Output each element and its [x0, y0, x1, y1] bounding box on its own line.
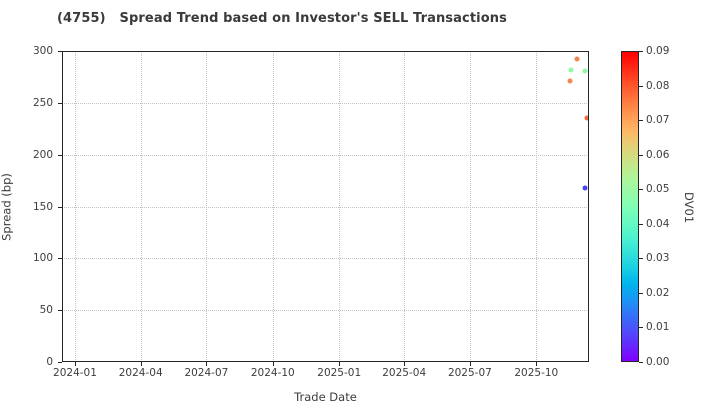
data-point — [574, 56, 580, 62]
x-tick-label: 2025-10 — [514, 367, 559, 379]
x-tick-label: 2024-10 — [250, 367, 295, 379]
x-axis-tick — [469, 362, 471, 366]
x-axis-tick — [206, 362, 208, 366]
colorbar-tick-label: 0.00 — [646, 356, 670, 368]
colorbar-tick-label: 0.09 — [646, 45, 670, 57]
data-point — [584, 115, 589, 121]
colorbar-tick — [639, 362, 643, 363]
x-axis-tick — [272, 362, 274, 366]
y-tick-label: 150 — [32, 200, 53, 213]
x-axis-tick — [536, 362, 538, 366]
x-axis-tick — [404, 362, 406, 366]
data-point — [568, 67, 574, 73]
colorbar — [621, 51, 639, 362]
y-axis-tick — [58, 206, 62, 208]
data-point — [567, 78, 572, 84]
colorbar-tick-label: 0.06 — [646, 148, 670, 161]
colorbar-tick — [639, 85, 643, 87]
y-tick-label: 0 — [46, 356, 53, 368]
y-axis-label: Spread (bp) — [0, 173, 14, 241]
data-point — [582, 68, 588, 74]
y-axis-tick — [58, 258, 62, 260]
y-tick-label: 200 — [32, 148, 53, 161]
x-tick-label: 2024-01 — [53, 367, 97, 379]
x-axis-tick — [74, 362, 76, 366]
x-tick-label: 2024-04 — [118, 367, 163, 379]
x-tick-label: 2024-07 — [184, 367, 229, 379]
plot-area — [62, 51, 589, 362]
colorbar-tick — [639, 223, 643, 225]
y-axis-tick — [58, 362, 62, 363]
gridline-horizontal — [62, 206, 589, 208]
y-axis-tick — [58, 154, 62, 156]
x-tick-label: 2025-01 — [317, 367, 362, 379]
colorbar-tick — [639, 258, 643, 260]
colorbar-tick-label: 0.07 — [646, 114, 670, 127]
colorbar-tick — [639, 154, 643, 156]
colorbar-tick-label: 0.01 — [646, 321, 670, 334]
y-axis-tick — [58, 310, 62, 312]
colorbar-tick — [639, 327, 643, 329]
colorbar-axis-label: DV01 — [682, 191, 696, 224]
colorbar-tick-label: 0.08 — [646, 79, 670, 92]
x-tick-label: 2025-07 — [447, 367, 492, 379]
gridline-horizontal — [62, 154, 589, 156]
colorbar-tick-label: 0.03 — [646, 252, 670, 265]
gridline-horizontal — [62, 102, 589, 104]
y-tick-label: 300 — [32, 45, 53, 57]
y-tick-label: 100 — [32, 252, 53, 265]
y-axis-tick — [58, 51, 62, 52]
colorbar-tick — [639, 51, 643, 52]
y-tick-label: 250 — [32, 96, 53, 109]
colorbar-tick — [639, 120, 643, 122]
gridline-horizontal — [62, 258, 589, 260]
y-tick-label: 50 — [39, 304, 53, 317]
y-axis-tick — [58, 102, 62, 104]
data-point — [582, 185, 588, 191]
colorbar-tick — [639, 292, 643, 294]
gridline-horizontal — [62, 310, 589, 312]
x-tick-label: 2025-04 — [382, 367, 427, 379]
chart-title: (4755) Spread Trend based on Investor's … — [57, 11, 507, 26]
colorbar-tick-label: 0.05 — [646, 183, 670, 196]
x-axis-label: Trade Date — [294, 390, 357, 404]
colorbar-tick — [639, 189, 643, 191]
colorbar-tick-label: 0.02 — [646, 286, 670, 299]
x-axis-tick — [140, 362, 142, 366]
colorbar-tick-label: 0.04 — [646, 217, 670, 230]
x-axis-tick — [339, 362, 341, 366]
